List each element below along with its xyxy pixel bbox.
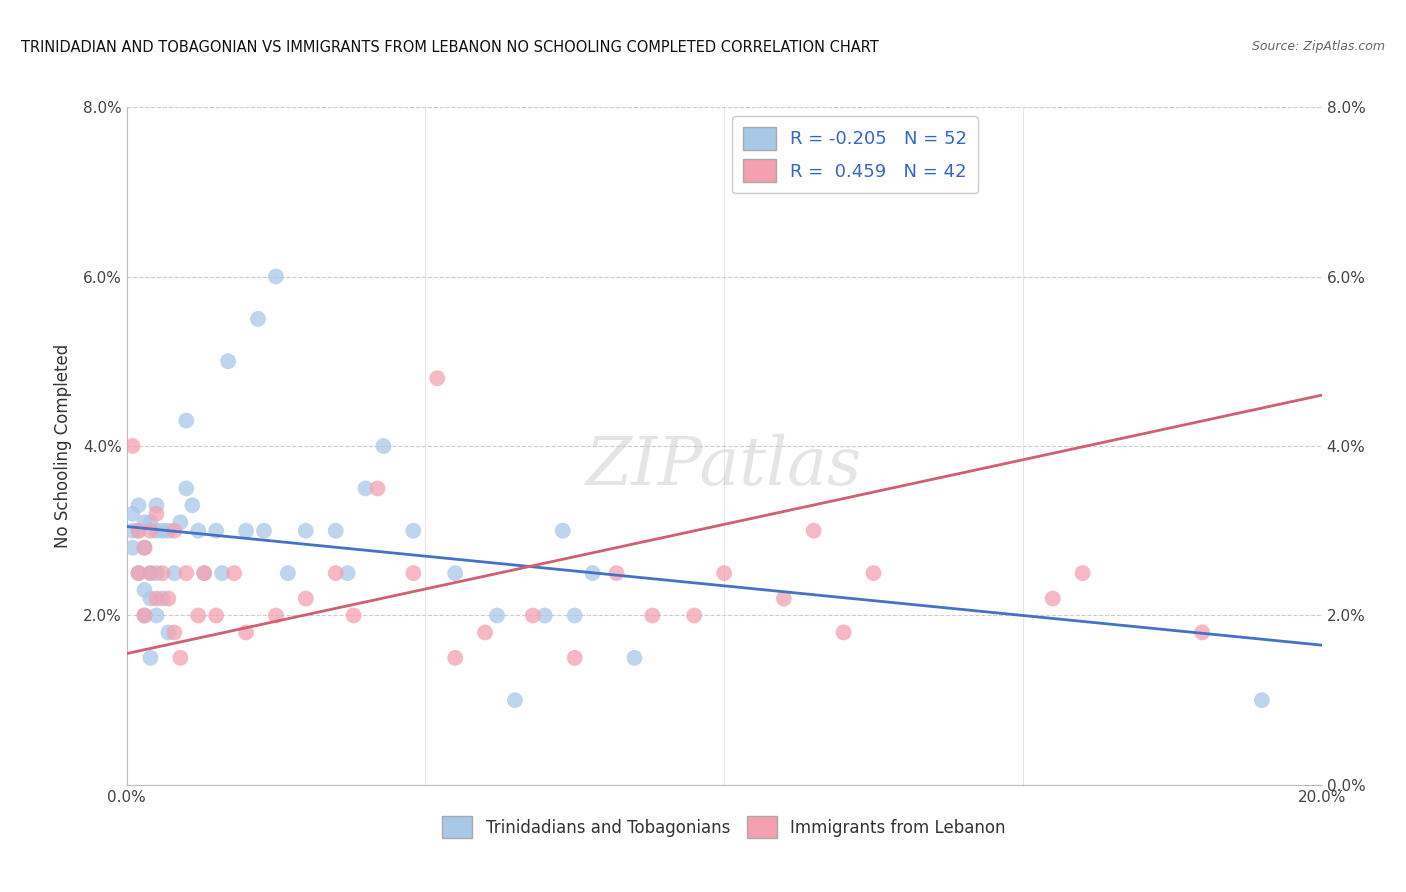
- Point: [264, 608, 287, 623]
- Point: [181, 498, 204, 512]
- Point: [174, 414, 197, 428]
- Point: [444, 651, 467, 665]
- Point: [217, 354, 239, 368]
- Point: [235, 625, 257, 640]
- Point: [145, 591, 167, 606]
- Point: [486, 608, 509, 623]
- Point: [134, 515, 156, 529]
- Point: [121, 541, 143, 555]
- Text: TRINIDADIAN AND TOBAGONIAN VS IMMIGRANTS FROM LEBANON NO SCHOOLING COMPLETED COR: TRINIDADIAN AND TOBAGONIAN VS IMMIGRANTS…: [21, 40, 879, 55]
- Point: [683, 608, 706, 623]
- Point: [222, 566, 246, 581]
- Point: [127, 498, 149, 512]
- Point: [325, 566, 347, 581]
- Point: [325, 524, 347, 538]
- Point: [205, 524, 228, 538]
- Point: [145, 498, 167, 512]
- Point: [193, 566, 215, 581]
- Point: [343, 608, 366, 623]
- Point: [773, 591, 796, 606]
- Y-axis label: No Schooling Completed: No Schooling Completed: [53, 344, 72, 548]
- Point: [474, 625, 496, 640]
- Point: [444, 566, 467, 581]
- Point: [145, 524, 167, 538]
- Point: [145, 608, 167, 623]
- Point: [169, 515, 191, 529]
- Point: [139, 524, 162, 538]
- Point: [253, 524, 276, 538]
- Point: [163, 625, 186, 640]
- Point: [163, 524, 186, 538]
- Point: [139, 651, 162, 665]
- Point: [139, 591, 162, 606]
- Point: [187, 524, 209, 538]
- Point: [121, 439, 143, 453]
- Point: [174, 566, 197, 581]
- Point: [134, 608, 156, 623]
- Point: [127, 566, 149, 581]
- Point: [606, 566, 628, 581]
- Point: [1191, 625, 1213, 640]
- Point: [264, 269, 287, 284]
- Point: [205, 608, 228, 623]
- Point: [1042, 591, 1064, 606]
- Point: [127, 524, 149, 538]
- Text: Source: ZipAtlas.com: Source: ZipAtlas.com: [1251, 40, 1385, 54]
- Point: [402, 524, 425, 538]
- Point: [641, 608, 664, 623]
- Point: [169, 651, 191, 665]
- Point: [1251, 693, 1274, 707]
- Point: [145, 566, 167, 581]
- Point: [157, 524, 180, 538]
- Point: [623, 651, 645, 665]
- Point: [373, 439, 395, 453]
- Point: [551, 524, 574, 538]
- Point: [157, 591, 180, 606]
- Point: [366, 482, 388, 496]
- Point: [294, 591, 316, 606]
- Point: [211, 566, 233, 581]
- Point: [582, 566, 605, 581]
- Point: [235, 524, 257, 538]
- Point: [354, 482, 377, 496]
- Point: [134, 541, 156, 555]
- Point: [163, 566, 186, 581]
- Point: [534, 608, 557, 623]
- Point: [152, 566, 174, 581]
- Point: [134, 541, 156, 555]
- Point: [713, 566, 735, 581]
- Point: [1071, 566, 1094, 581]
- Legend: Trinidadians and Tobagonians, Immigrants from Lebanon: Trinidadians and Tobagonians, Immigrants…: [436, 810, 1012, 845]
- Point: [402, 566, 425, 581]
- Point: [121, 524, 143, 538]
- Point: [139, 515, 162, 529]
- Point: [134, 583, 156, 598]
- Text: ZIPatlas: ZIPatlas: [586, 434, 862, 499]
- Point: [127, 566, 149, 581]
- Point: [157, 625, 180, 640]
- Point: [862, 566, 884, 581]
- Point: [832, 625, 855, 640]
- Point: [294, 524, 316, 538]
- Point: [139, 566, 162, 581]
- Point: [127, 524, 149, 538]
- Point: [426, 371, 449, 385]
- Point: [174, 482, 197, 496]
- Point: [121, 507, 143, 521]
- Point: [503, 693, 526, 707]
- Point: [152, 591, 174, 606]
- Point: [139, 566, 162, 581]
- Point: [247, 312, 270, 326]
- Point: [152, 524, 174, 538]
- Point: [564, 651, 586, 665]
- Point: [522, 608, 544, 623]
- Point: [277, 566, 299, 581]
- Point: [803, 524, 825, 538]
- Point: [336, 566, 359, 581]
- Point: [187, 608, 209, 623]
- Point: [193, 566, 215, 581]
- Point: [564, 608, 586, 623]
- Point: [145, 507, 167, 521]
- Point: [134, 608, 156, 623]
